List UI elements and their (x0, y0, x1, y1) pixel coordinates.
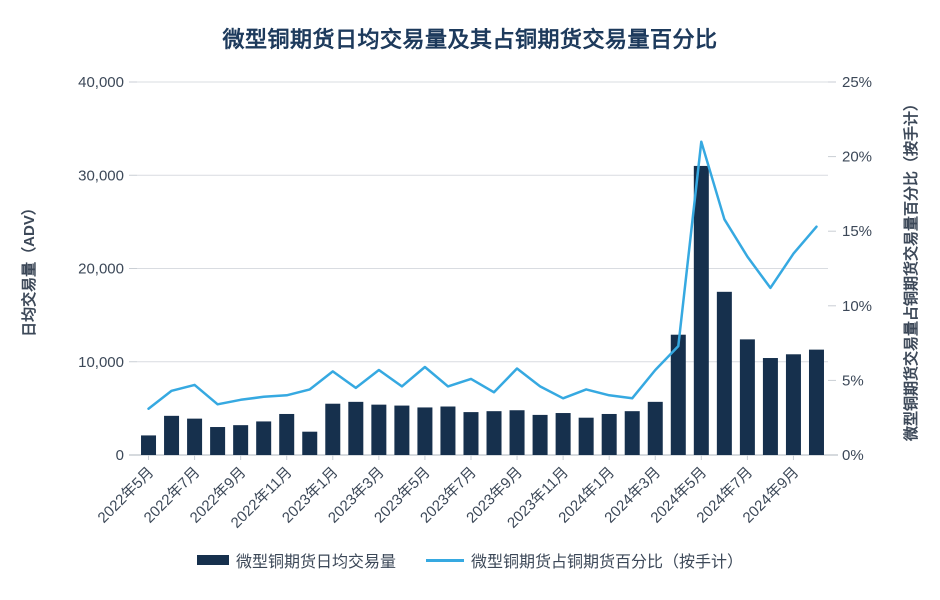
bar (578, 417, 594, 455)
bar (187, 418, 203, 455)
bar (808, 349, 824, 455)
bar (325, 403, 341, 455)
line-series-swatch-icon (426, 558, 464, 562)
legend-line-label: 微型铜期货占铜期货百分比（按手计） (471, 554, 744, 571)
right-axis-tick-label: 0% (842, 447, 864, 464)
bar (647, 401, 663, 455)
bar (624, 411, 640, 455)
bar (440, 406, 456, 455)
right-axis-tick-label: 10% (842, 298, 872, 315)
bar (532, 414, 548, 455)
bar (670, 334, 686, 455)
right-axis-title: 微型铜期货交易量占铜期货交易量百分比（按手计） (902, 96, 920, 442)
legend-bar-label: 微型铜期货日均交易量 (235, 554, 396, 571)
bar (693, 165, 709, 456)
bar (210, 427, 226, 455)
right-axis-tick-label: 25% (842, 74, 872, 91)
right-axis-tick-label: 20% (842, 149, 872, 166)
left-axis-tick-label: 40,000 (78, 74, 124, 91)
chart-title: 微型铜期货日均交易量及其占铜期货交易量百分比 (222, 27, 718, 52)
bar (486, 411, 502, 455)
bar-series-swatch-icon (196, 555, 229, 565)
bar (371, 404, 387, 455)
bar (141, 435, 157, 455)
bar (348, 401, 364, 455)
bar (233, 425, 249, 455)
bar (256, 421, 272, 455)
right-axis-tick-label: 5% (842, 372, 864, 389)
bar (555, 413, 571, 455)
combo-chart: 0 10,000 20,000 30,000 40,000 0% 5% 10% 15% 20% 25… (20, 74, 920, 532)
left-axis-tick-label: 10,000 (78, 354, 124, 371)
bar (716, 291, 732, 455)
legend-item-bar-series: 微型铜期货日均交易量 (196, 548, 396, 572)
bar (279, 413, 295, 455)
left-axis-tick-label: 30,000 (78, 167, 124, 184)
left-axis-tick-label: 0 (116, 447, 124, 464)
bar (785, 354, 801, 455)
bar (394, 405, 410, 455)
left-axis-title: 日均交易量（ADV） (20, 200, 38, 337)
trend-line (147, 140, 818, 410)
legend-item-line-series: 微型铜期货占铜期货百分比（按手计） (426, 548, 743, 572)
bar (463, 412, 479, 455)
bar (302, 431, 318, 455)
bar (762, 358, 778, 455)
bar (601, 413, 617, 455)
right-axis-tick-label: 15% (842, 223, 872, 240)
left-axis-tick-label: 20,000 (78, 261, 124, 278)
bar (417, 407, 433, 455)
bar (739, 339, 755, 455)
bar (164, 415, 180, 455)
bar (509, 410, 525, 455)
chart-legend: 微型铜期货日均交易量 微型铜期货占铜期货百分比（按手计） (0, 548, 940, 572)
